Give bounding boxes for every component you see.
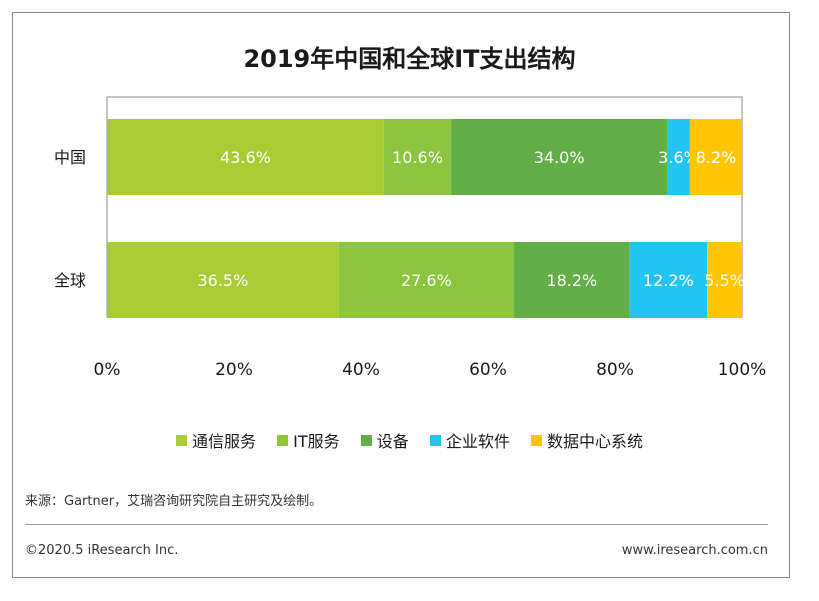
website-link[interactable]: www.iresearch.com.cn [621,543,768,558]
x-tick-label: 80% [596,360,634,380]
x-tick-label: 20% [215,360,253,380]
data-label-global-it-services: 27.6% [401,271,452,290]
footer-divider [25,524,768,525]
legend-item-data-center: 数据中心系统 [530,428,643,452]
bar-china-devices [451,119,668,195]
legend-item-it-services: IT服务 [277,428,340,452]
x-tick-label: 60% [469,360,507,380]
category-label-china: 中国 [54,148,86,167]
legend-swatch-devices [360,434,372,446]
legend-item-telecom: 通信服务 [176,428,256,452]
bar-china-enterprise-software [667,119,690,195]
legend-label-data-center: 数据中心系统 [546,432,643,451]
source-note: 来源：Gartner，艾瑞咨询研究院自主研究及绘制。 [25,494,323,509]
bar-global-devices [514,242,630,318]
legend-swatch-enterprise-software [429,434,441,446]
data-label-global-devices: 18.2% [546,271,597,290]
data-label-global-enterprise-software: 12.2% [643,271,694,290]
x-tick-label: 0% [94,360,121,380]
data-label-global-data-center: 5.5% [704,271,745,290]
bar-global-enterprise-software [629,242,708,318]
copyright-text: ©2020.5 iResearch Inc. [25,543,179,558]
legend-label-devices: 设备 [376,432,409,451]
category-label-global: 全球 [54,271,86,290]
legend: 通信服务 IT服务 设备 企业软件 数据中心系统 [0,428,819,452]
bar-global-data-center [707,242,742,318]
legend-item-devices: 设备 [360,428,409,452]
bar-global-telecom [107,242,339,318]
data-label-china-it-services: 10.6% [392,148,443,167]
data-label-china-data-center: 8.2% [696,148,737,167]
bar-global-it-services [338,242,515,318]
data-label-china-telecom: 43.6% [220,148,271,167]
x-tick-label: 40% [342,360,380,380]
bar-china-data-center [689,119,742,195]
data-label-china-enterprise-software: 3.6% [658,148,699,167]
bar-china-telecom [107,119,384,195]
legend-item-enterprise-software: 企业软件 [429,428,510,452]
legend-swatch-telecom [176,434,188,446]
data-label-china-devices: 34.0% [534,148,585,167]
legend-label-enterprise-software: 企业软件 [445,432,510,451]
bar-china-it-services [383,119,452,195]
legend-swatch-data-center [530,434,542,446]
data-label-global-telecom: 36.5% [197,271,248,290]
legend-swatch-it-services [277,434,289,446]
legend-label-telecom: 通信服务 [192,432,257,451]
legend-label-it-services: IT服务 [293,432,340,451]
chart-title: 2019年中国和全球IT支出结构 [243,45,576,73]
x-tick-label: 100% [718,360,767,380]
